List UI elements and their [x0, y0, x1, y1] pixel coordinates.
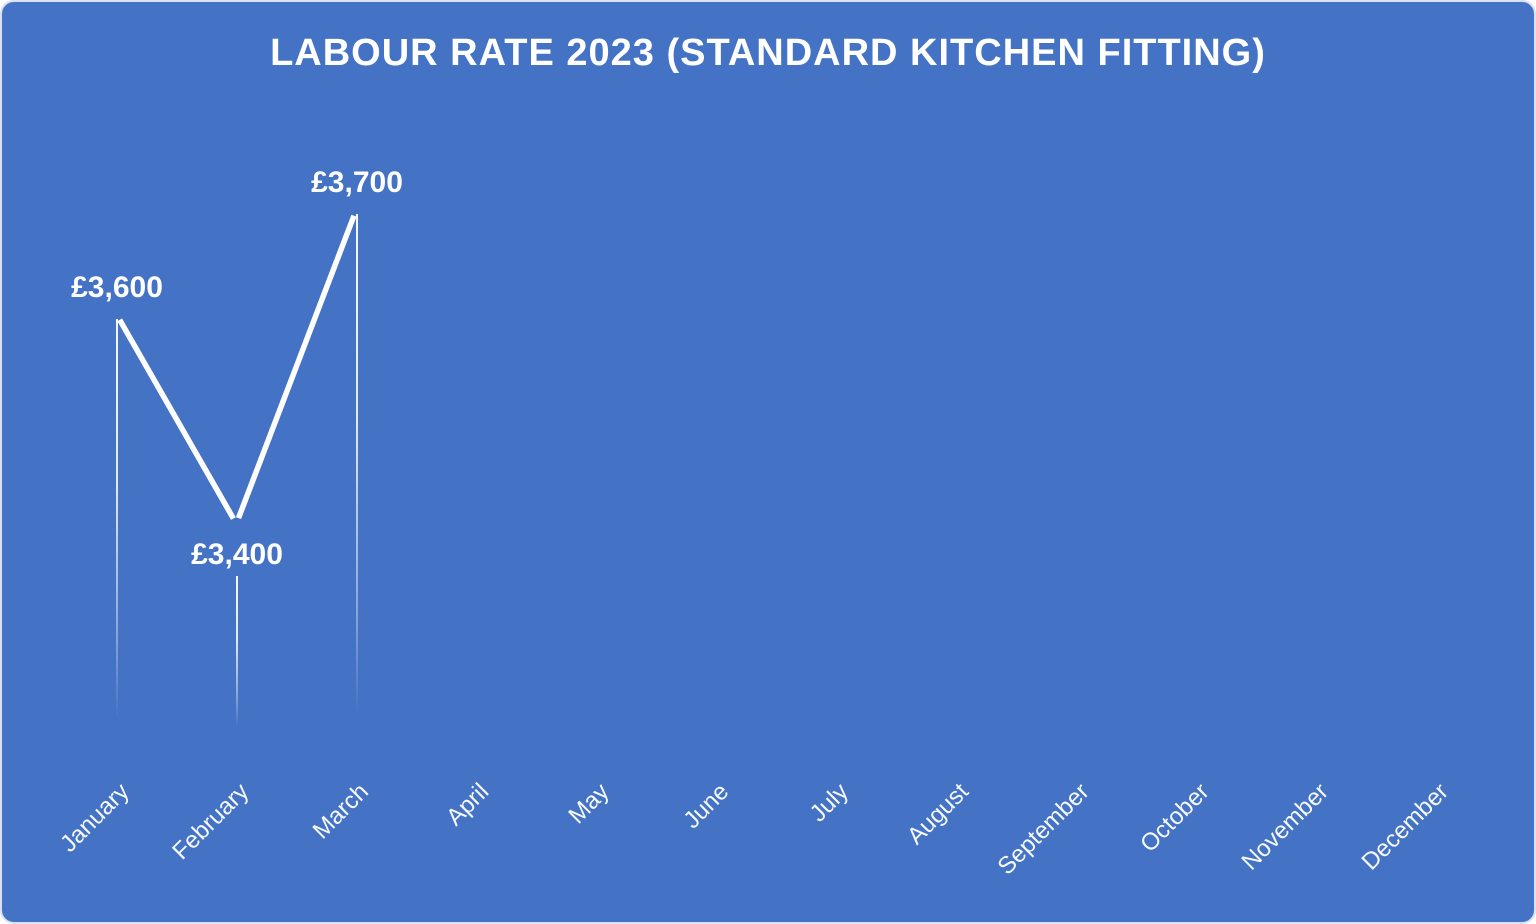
x-axis-label: June: [678, 778, 735, 834]
data-label: £3,700: [311, 166, 403, 199]
data-label: £3,600: [71, 271, 163, 304]
chart-title: LABOUR RATE 2023 (STANDARD KITCHEN FITTI…: [270, 32, 1266, 74]
x-axis-label: March: [307, 778, 375, 845]
line-segment: [117, 318, 236, 520]
data-label: £3,400: [191, 538, 283, 571]
x-axis-label: October: [1134, 778, 1215, 858]
drop-line: [116, 319, 118, 732]
x-axis-label: November: [1236, 778, 1335, 876]
x-axis-label: May: [563, 778, 615, 830]
x-axis-label: December: [1356, 778, 1455, 876]
x-axis-label: August: [902, 778, 975, 851]
line-segment: [235, 214, 357, 520]
x-axis-label: September: [992, 778, 1095, 881]
x-axis-label: January: [54, 778, 135, 858]
x-axis-label: July: [804, 778, 855, 828]
x-axis-label: April: [441, 778, 495, 832]
drop-line: [236, 576, 238, 732]
x-axis-label: February: [167, 778, 255, 866]
drop-line: [356, 214, 358, 732]
